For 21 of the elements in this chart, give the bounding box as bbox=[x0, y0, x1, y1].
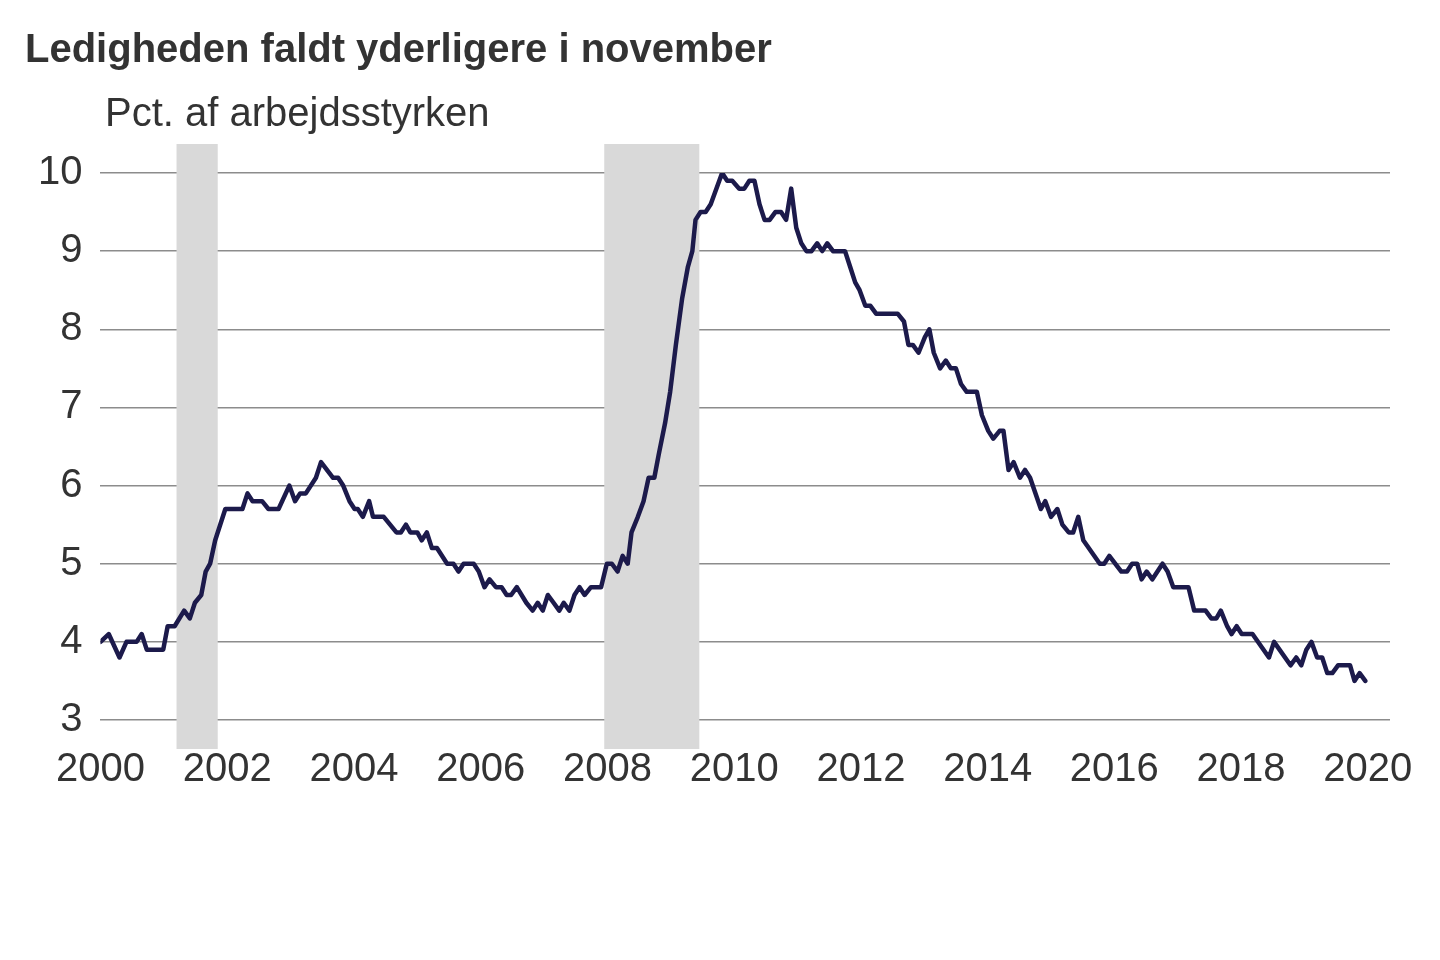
y-tick-label: 4 bbox=[60, 616, 83, 661]
x-tick-label: 2014 bbox=[943, 745, 1033, 790]
x-tick-label: 2020 bbox=[1323, 745, 1413, 790]
y-tick-label: 8 bbox=[60, 304, 83, 349]
x-tick-label: 2004 bbox=[309, 745, 399, 790]
y-tick-label: 7 bbox=[60, 382, 83, 427]
y-tick-label: 5 bbox=[60, 538, 83, 583]
y-tick-label: 9 bbox=[60, 226, 83, 271]
x-tick-label: 2002 bbox=[182, 745, 272, 790]
x-tick-label: 2006 bbox=[436, 745, 526, 790]
x-tick-label: 2016 bbox=[1069, 745, 1159, 790]
y-tick-label: 6 bbox=[60, 460, 83, 505]
x-tick-label: 2010 bbox=[689, 745, 779, 790]
chart-title: Ledigheden faldt yderligere i november bbox=[25, 26, 772, 71]
y-axis-title: Pct. af arbejdsstyrken bbox=[105, 90, 490, 135]
x-tick-label: 2012 bbox=[816, 745, 906, 790]
x-tick-label: 2018 bbox=[1196, 745, 1286, 790]
x-tick-label: 2008 bbox=[562, 745, 652, 790]
x-tick-label: 2000 bbox=[56, 745, 145, 790]
y-tick-label: 10 bbox=[37, 148, 83, 193]
y-tick-label: 3 bbox=[60, 695, 83, 740]
